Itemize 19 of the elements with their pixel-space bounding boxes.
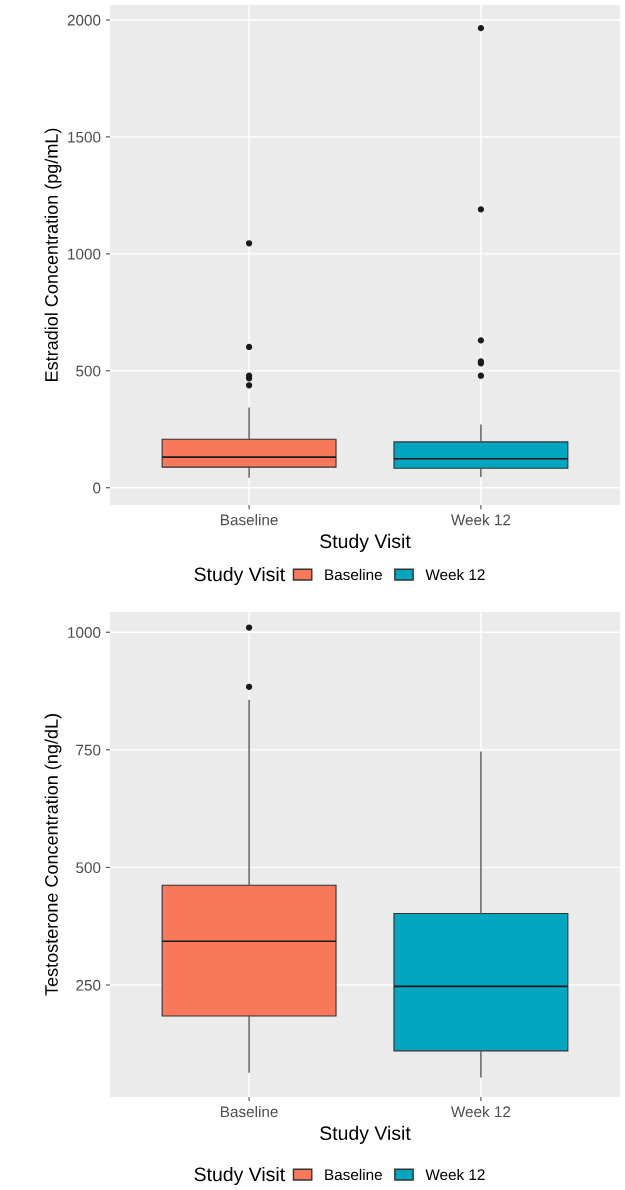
y-tick-label: 1000	[68, 627, 101, 638]
legend-label: Week 12	[425, 1168, 485, 1181]
y-axis-title: Testosterone Concentration (ng/dL)	[44, 714, 62, 996]
legend-label: Week 12	[425, 568, 485, 581]
y-tick-label: 500	[76, 365, 101, 377]
legend-label: Baseline	[325, 1168, 382, 1181]
x-axis-title: Study Visit	[320, 1125, 411, 1144]
legend-title: Study Visit	[194, 1166, 285, 1186]
y-tick-label: 750	[76, 744, 101, 756]
x-axis-title: Study Visit	[320, 533, 411, 552]
y-axis-title: Estradiol Concentration (pg/mL)	[44, 128, 62, 381]
y-tick-label: 1000	[68, 248, 101, 260]
y-tick-label: 1500	[68, 131, 101, 143]
y-tick-label: 2000	[67, 14, 101, 26]
legend-label: Baseline	[325, 568, 382, 581]
y-tick-label: 0	[93, 482, 101, 494]
y-tick-label: 500	[76, 862, 101, 874]
legend-title: Study Visit	[194, 566, 285, 586]
y-tick-label: 250	[76, 979, 101, 991]
